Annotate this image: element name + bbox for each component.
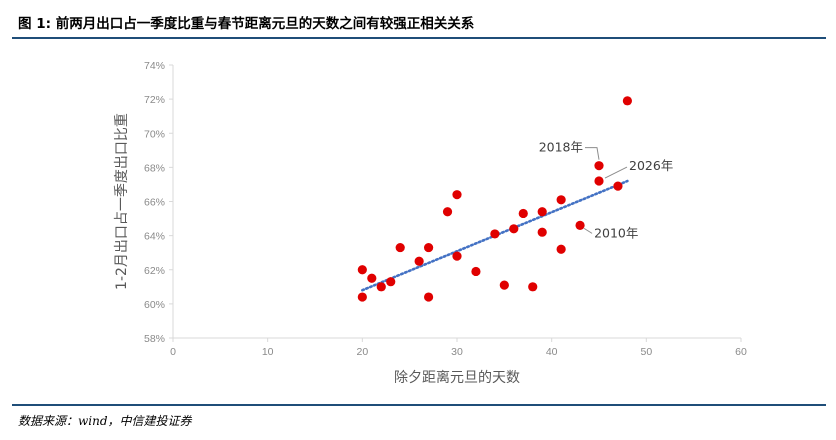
- data-point: [424, 292, 434, 302]
- data-point: [386, 277, 396, 287]
- data-point: [357, 265, 367, 275]
- title-rule: [12, 37, 826, 39]
- data-point: [594, 161, 604, 171]
- x-tick-label: 30: [451, 346, 463, 358]
- x-tick-label: 10: [262, 346, 274, 358]
- x-tick-label: 20: [356, 346, 368, 358]
- y-tick-label: 70%: [144, 128, 165, 140]
- y-tick-label: 58%: [144, 333, 165, 345]
- data-point: [424, 242, 434, 253]
- y-tick-label: 68%: [144, 162, 165, 174]
- annotation-leader: [583, 227, 593, 234]
- data-point: [376, 282, 386, 292]
- data-point: [528, 282, 538, 292]
- data-point: [414, 256, 424, 266]
- x-tick-label: 60: [735, 346, 747, 358]
- y-axis-title: 1-2月出口占一季度出口比重: [114, 113, 130, 290]
- data-point: [537, 227, 547, 237]
- annotation-label: 2010年: [594, 225, 638, 240]
- data-point: [471, 266, 481, 277]
- chart-axes: [172, 65, 741, 339]
- x-axis-ticks: 0 10 20 30 40 50 60: [170, 338, 747, 358]
- y-tick-label: 60%: [144, 299, 165, 311]
- x-tick-label: 50: [640, 346, 652, 358]
- y-tick-label: 62%: [144, 265, 165, 277]
- data-point: [490, 229, 500, 239]
- data-point: [395, 242, 405, 253]
- annotation-leader: [585, 147, 600, 160]
- data-points: [357, 96, 633, 302]
- data-point: [509, 224, 519, 234]
- x-tick-label: 0: [170, 346, 176, 358]
- y-tick-label: 74%: [144, 60, 165, 72]
- data-point: [556, 195, 566, 205]
- data-point: [613, 181, 623, 191]
- annotation-leader: [604, 166, 628, 179]
- footer-rule: [12, 404, 826, 406]
- y-tick-label: 72%: [144, 94, 165, 106]
- data-point: [442, 207, 453, 217]
- data-point: [452, 190, 462, 200]
- annotation-label: 2018年: [539, 140, 583, 155]
- data-point: [499, 280, 509, 290]
- x-axis-title: 除夕距离元旦的天数: [394, 369, 520, 386]
- data-point: [537, 207, 547, 217]
- figure-title: 图 1: 前两月出口占一季度比重与春节距离元旦的天数之间有较强正相关关系: [18, 16, 475, 32]
- data-point: [556, 244, 566, 254]
- annotations: 2018年 2026年 2010年: [539, 140, 674, 241]
- y-tick-label: 64%: [144, 231, 165, 243]
- data-point: [518, 208, 528, 219]
- data-point: [452, 251, 462, 261]
- data-point: [594, 176, 604, 186]
- source-note: 数据来源：wind，中信建投证券: [18, 414, 192, 428]
- data-point: [357, 292, 367, 302]
- data-point: [575, 220, 585, 230]
- y-tick-label: 66%: [144, 197, 165, 209]
- x-tick-label: 40: [546, 346, 558, 358]
- annotation-label: 2026年: [629, 158, 673, 173]
- y-axis-ticks: 58% 60% 62% 64% 66% 68% 70% 72% 74%: [144, 60, 173, 345]
- data-point: [622, 96, 633, 106]
- data-point: [367, 273, 377, 283]
